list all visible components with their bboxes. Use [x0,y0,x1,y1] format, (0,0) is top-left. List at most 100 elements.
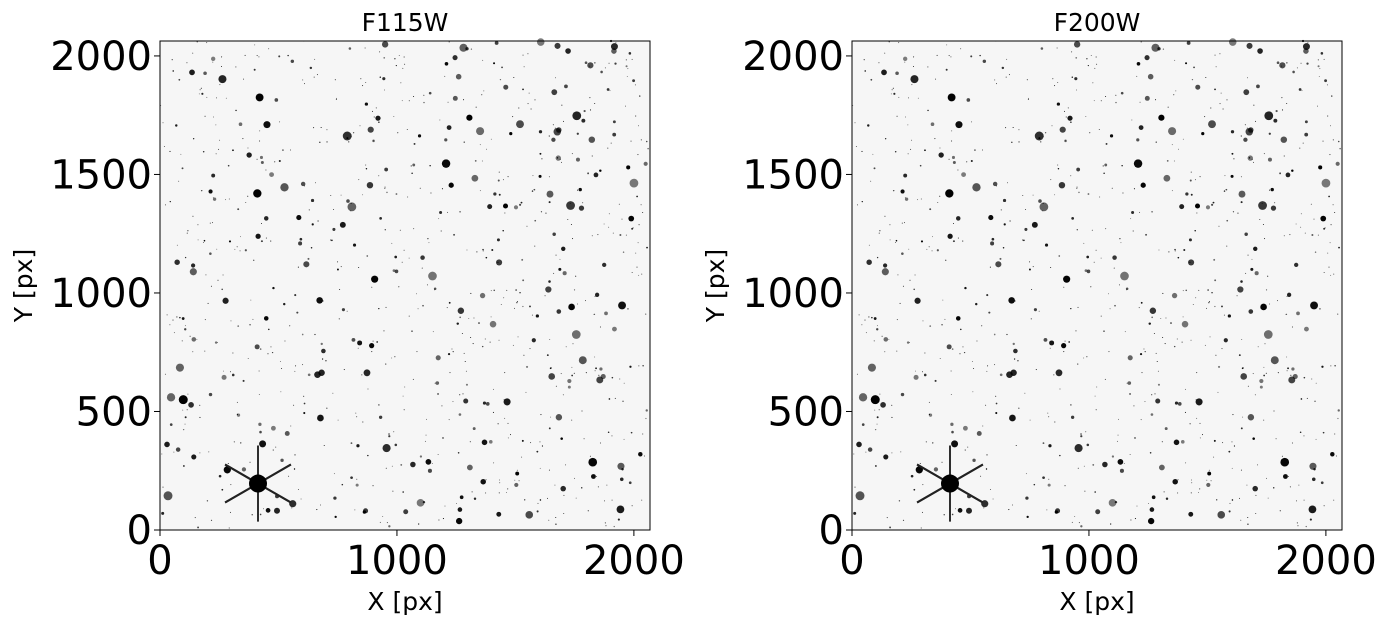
star [408,100,410,102]
star [599,169,602,172]
star [981,325,983,327]
star [1245,128,1254,136]
star [430,192,432,194]
star [1111,187,1113,189]
star [485,256,488,259]
star [1133,159,1143,168]
star [1205,307,1207,309]
star [503,297,505,299]
star [1254,394,1256,396]
star [888,338,890,340]
star [220,66,222,68]
star [1196,372,1198,374]
star [1144,95,1150,101]
star [398,286,400,288]
star [1172,478,1178,485]
star [391,465,393,467]
star [982,59,987,64]
star [1247,254,1249,256]
star [221,374,227,380]
star [416,293,418,295]
star [529,305,531,308]
star [315,182,317,184]
star [363,508,369,514]
star [576,189,579,191]
star [459,43,468,52]
star [1240,280,1243,283]
star [634,84,636,86]
star [539,467,541,469]
star [1157,383,1160,386]
star [212,197,217,201]
star [1265,477,1267,479]
star [493,62,496,65]
star [552,124,554,126]
star [1201,434,1203,436]
star [1332,139,1334,141]
y-tick-label: 500 [76,389,152,435]
star [983,507,985,509]
star [565,464,567,466]
star [540,414,542,416]
star [176,244,178,246]
star [1330,224,1332,226]
star [462,99,465,101]
star [1199,488,1201,490]
star [1140,301,1143,304]
star [386,191,388,194]
star [314,58,316,60]
star [1252,485,1258,492]
star [1083,242,1085,244]
star [1217,391,1219,393]
star [1021,239,1024,241]
star [489,320,497,328]
star [188,402,194,408]
star [359,125,361,127]
star [498,492,500,494]
star [458,413,462,416]
star [1031,221,1038,228]
star [1240,519,1242,521]
star [351,337,356,342]
star [950,422,954,426]
star [640,204,642,206]
star [428,242,430,244]
star [584,61,588,65]
star [1162,292,1164,295]
star [989,489,991,491]
star [1191,78,1194,81]
star [950,370,952,372]
star [1077,306,1079,308]
star [630,431,633,434]
star [232,352,234,354]
star [337,261,339,263]
star [595,367,597,370]
star [502,203,509,209]
star [211,222,213,224]
star [1281,109,1284,111]
star [259,155,264,159]
star [1076,167,1081,172]
star [1024,227,1028,231]
star [643,455,645,457]
star [1133,188,1136,190]
star [470,336,472,338]
star [1240,469,1242,471]
star [645,140,648,143]
star [1320,481,1324,485]
star [555,516,557,518]
star [981,149,983,151]
star [1216,499,1218,501]
star [346,199,350,203]
star [1073,41,1081,48]
star [1329,154,1331,156]
star [394,255,398,259]
star [164,441,170,448]
star [1023,239,1025,242]
star [572,111,582,121]
star [1286,62,1288,64]
star [472,427,476,431]
star [1259,378,1264,384]
star [270,346,272,348]
star [643,161,648,166]
